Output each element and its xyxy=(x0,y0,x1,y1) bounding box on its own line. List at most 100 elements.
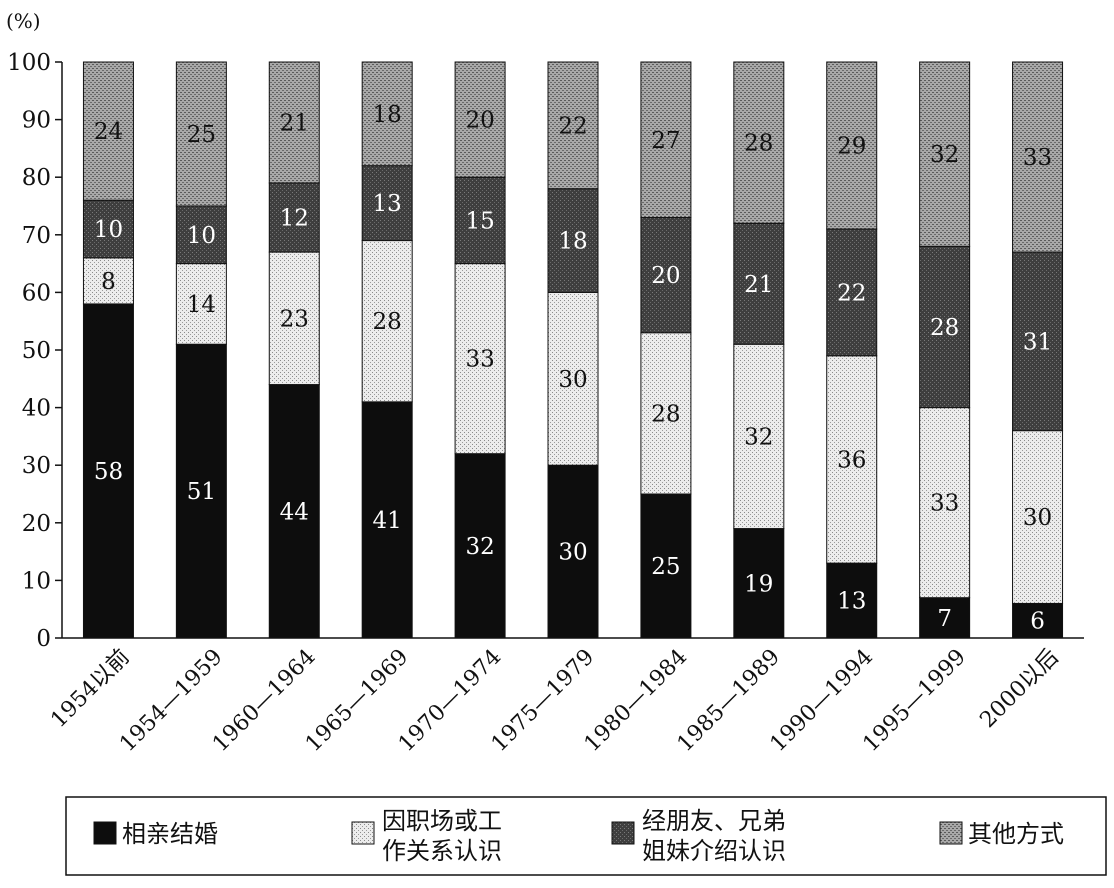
bar-segment xyxy=(454,453,506,639)
bar-segment xyxy=(640,332,692,495)
data-label: 15 xyxy=(465,208,494,234)
bar-segment xyxy=(1012,430,1064,604)
bar-segment xyxy=(454,263,506,455)
y-tick-label: 90 xyxy=(22,108,51,134)
legend-label: 相亲结婚 xyxy=(122,820,218,848)
data-label: 33 xyxy=(930,491,959,517)
legend-item: 相亲结婚 xyxy=(93,820,218,848)
data-label: 36 xyxy=(837,447,866,473)
y-tick-label: 0 xyxy=(36,626,51,652)
data-label: 8 xyxy=(101,269,116,295)
bar-segment xyxy=(826,562,878,639)
data-label: 20 xyxy=(651,263,680,289)
y-tick-label: 60 xyxy=(22,280,51,306)
y-tick-label: 70 xyxy=(22,223,51,249)
legend-label: 经朋友、兄弟姐妹介绍认识 xyxy=(642,807,786,865)
data-label: 23 xyxy=(280,306,309,332)
data-label: 44 xyxy=(280,499,309,525)
data-label: 28 xyxy=(930,315,959,341)
bar-segment xyxy=(82,199,134,259)
bar-stack: 41 28 13 18 xyxy=(361,61,413,639)
data-label: 19 xyxy=(744,571,773,597)
legend-swatch xyxy=(351,821,375,845)
bar-segment xyxy=(826,61,878,230)
data-label: 28 xyxy=(744,131,773,157)
legend-swatch xyxy=(611,821,635,845)
bar-segment xyxy=(919,407,971,599)
x-tick-label: 1954以前 xyxy=(46,645,134,733)
bar-stack: 44 23 12 21 xyxy=(268,61,320,639)
bar-segment xyxy=(82,61,134,201)
y-tick-label: 80 xyxy=(22,165,51,191)
data-label: 28 xyxy=(651,401,680,427)
bar-stack: 13 36 22 29 xyxy=(826,61,878,639)
bar-stack: 6 30 31 33 xyxy=(1012,61,1064,639)
bar-stack: 25 28 20 27 xyxy=(640,61,692,639)
data-label: 10 xyxy=(94,217,123,243)
data-label: 41 xyxy=(373,508,402,534)
y-tick-label: 100 xyxy=(7,50,51,76)
x-axis-labels: 1954以前1954—19591960—19641965—19691970—19… xyxy=(46,645,1063,757)
legend-item: 经朋友、兄弟姐妹介绍认识 xyxy=(611,807,786,865)
data-label: 28 xyxy=(373,309,402,335)
bar-segment xyxy=(82,303,134,639)
bar-segment xyxy=(268,61,320,184)
y-tick-label: 20 xyxy=(22,511,51,537)
data-label: 6 xyxy=(1030,609,1045,635)
bar-segment xyxy=(733,222,785,345)
data-label: 18 xyxy=(373,102,402,128)
bar-segment xyxy=(1012,602,1064,639)
bar-segment xyxy=(733,528,785,639)
data-label: 22 xyxy=(558,113,587,139)
bar-stack: 19 32 21 28 xyxy=(733,61,785,639)
data-label: 20 xyxy=(465,108,494,134)
bar-stack: 32 33 15 20 xyxy=(454,61,506,639)
legend-label: 其他方式 xyxy=(968,820,1064,848)
bar-segment xyxy=(919,61,971,247)
y-axis-unit-label: (%) xyxy=(6,9,41,33)
bar-stack: 7 33 28 32 xyxy=(919,61,971,639)
data-label: 32 xyxy=(930,142,959,168)
bar-segment xyxy=(82,257,134,305)
data-label: 32 xyxy=(744,424,773,450)
data-label: 31 xyxy=(1023,329,1052,355)
data-label: 12 xyxy=(280,206,309,232)
data-label: 33 xyxy=(1023,145,1052,171)
legend-item: 其他方式 xyxy=(939,820,1064,848)
data-label: 13 xyxy=(837,589,866,615)
bar-segment xyxy=(547,291,599,466)
bar-segment xyxy=(454,61,506,178)
data-label: 27 xyxy=(651,128,680,154)
y-axis: 0 10 20 30 40 50 60 70 80 90 100 xyxy=(7,50,1084,652)
y-tick-label: 30 xyxy=(22,453,51,479)
data-label: 29 xyxy=(837,134,866,160)
data-label: 32 xyxy=(465,534,494,560)
legend-box xyxy=(65,796,1107,876)
bar-stack: 51 14 10 25 xyxy=(175,61,227,639)
bar-segment xyxy=(175,61,227,207)
bar-segment xyxy=(1012,251,1064,432)
data-label: 33 xyxy=(465,347,494,373)
data-label: 30 xyxy=(1023,505,1052,531)
bar-segment xyxy=(361,165,413,242)
bar-segment xyxy=(547,61,599,190)
y-tick-label: 50 xyxy=(22,338,51,364)
legend-label: 因职场或工作关系认识 xyxy=(382,807,502,865)
legend-item: 因职场或工作关系认识 xyxy=(351,807,502,865)
data-label: 30 xyxy=(558,540,587,566)
bar-segment xyxy=(1012,61,1064,253)
bars: 5881024511410254423122141281318323315203… xyxy=(82,61,1064,639)
data-label: 25 xyxy=(187,122,216,148)
bar-segment xyxy=(175,343,227,639)
bar-stack: 30 30 18 22 xyxy=(547,61,599,639)
data-label: 14 xyxy=(187,292,216,318)
y-tick-label: 40 xyxy=(22,396,51,422)
data-label: 13 xyxy=(373,191,402,217)
data-label: 25 xyxy=(651,554,680,580)
data-label: 24 xyxy=(94,119,123,145)
legend: 相亲结婚 因职场或工作关系认识 经朋友、兄弟姐妹介绍认识 其他方式 xyxy=(65,796,1107,876)
bar-segment xyxy=(826,355,878,564)
bar-segment xyxy=(547,188,599,293)
data-label: 21 xyxy=(280,110,309,136)
